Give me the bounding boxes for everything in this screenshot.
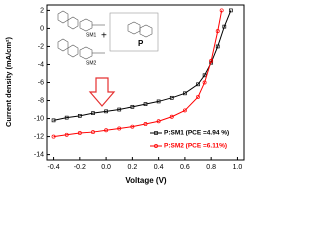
marker [117,126,122,131]
x-tick-label: 0.2 [127,164,137,171]
y-tick-label: -8 [38,97,44,104]
x-tick-label: 1.0 [233,164,243,171]
annotation: SM1 [86,32,97,38]
chart: SM1 SM2 P + Voltage (V) Current density … [4,4,245,185]
marker [51,118,56,123]
marker [215,29,220,34]
marker [222,24,227,29]
marker [215,44,220,49]
y-axis-label: Current density (mA/cm²) [4,36,13,127]
marker [183,91,187,96]
marker [51,134,56,139]
marker [117,107,122,112]
marker [209,58,214,63]
marker [91,111,95,115]
plot-frame [46,4,245,161]
x-tick-label: -0.2 [74,164,86,171]
marker [130,104,135,109]
marker [169,95,174,100]
marker [77,113,82,118]
y-tick-label: 0 [40,25,44,32]
marker [202,80,207,85]
series-line [53,10,223,138]
y-tick-label: -14 [34,151,44,158]
marker [104,109,108,114]
y-tick-label: 2 [40,7,44,14]
annotation: P [138,39,144,48]
arrow [88,77,116,107]
marker [64,115,69,120]
marker [143,102,148,106]
y-tick-label: -2 [38,43,44,50]
marker [196,94,200,99]
y-tick-label: -10 [34,115,44,122]
marker [156,119,161,124]
marker [169,114,174,119]
legend-label: P:SM2 (PCE =6.11%) [164,143,227,150]
marker [182,108,187,113]
marker [143,122,148,126]
marker [64,132,69,137]
y-tick-label: -12 [34,133,44,140]
marker [156,99,161,104]
y-tick-label: -4 [38,61,44,68]
marker [77,131,82,135]
x-tick-label: 0.0 [101,164,111,171]
x-tick-label: 0.4 [154,164,164,171]
x-tick-label: 0.8 [206,164,216,171]
marker [196,82,200,87]
legend-label: P:SM1 (PCE =4.94 %) [164,130,229,137]
x-tick-label: 0.6 [180,164,190,171]
marker [219,8,224,13]
annotation: + [101,31,107,42]
legend-marker [154,144,158,148]
marker [229,8,233,13]
annotation: SM2 [86,60,97,66]
x-tick-label: -0.4 [48,164,60,171]
molecule-drawings [57,10,159,60]
marker [130,124,135,129]
y-tick-label: -6 [38,79,44,86]
x-axis-label: Voltage (V) [125,176,167,185]
marker [104,128,109,133]
marker [91,130,95,135]
series-line [53,10,232,121]
legend-marker [154,131,158,135]
marker [202,73,207,78]
